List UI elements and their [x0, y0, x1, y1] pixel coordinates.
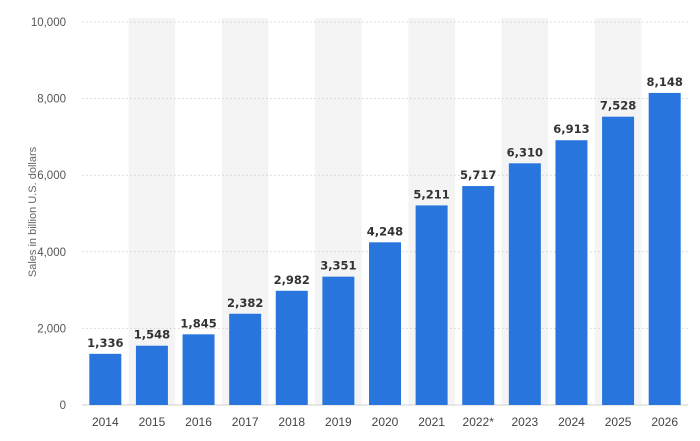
- bar: [602, 116, 635, 405]
- value-label: 1,336: [87, 336, 123, 350]
- y-tick-label: 2,000: [37, 323, 66, 335]
- value-label: 1,548: [134, 328, 170, 342]
- value-label: 1,845: [180, 316, 216, 330]
- y-axis-title: Sales in billion U.S. dollars: [27, 146, 39, 277]
- x-tick-label: 2017: [232, 415, 259, 429]
- y-tick-label: 0: [60, 400, 66, 412]
- value-label: 2,382: [227, 296, 263, 310]
- bar: [322, 276, 355, 405]
- bar: [415, 205, 448, 405]
- y-axis: 0 2,000 4,000 6,000 8,000 10,000: [31, 17, 66, 412]
- value-labels: 1,336 1,548 1,845 2,382 2,982 3,351 4,248 5,211…: [87, 75, 683, 350]
- x-tick-label: 2016: [185, 415, 212, 429]
- value-label: 5,717: [460, 168, 496, 182]
- bar: [462, 186, 495, 405]
- value-label: 6,913: [553, 122, 589, 136]
- y-tick-label: 8,000: [37, 94, 66, 106]
- value-label: 5,211: [413, 187, 449, 201]
- x-tick-label: 2019: [325, 415, 352, 429]
- x-tick-label: 2026: [651, 415, 678, 429]
- x-tick-label: 2024: [558, 415, 585, 429]
- column-band: [128, 18, 176, 405]
- x-axis: 2014 2015 2016 2017 2018 2019 2020 2021 2022* 202…: [92, 415, 678, 429]
- value-label: 4,248: [367, 224, 403, 238]
- bar: [229, 313, 262, 405]
- x-tick-label: 2023: [511, 415, 538, 429]
- y-tick-label: 4,000: [37, 247, 66, 259]
- x-tick-label: 2021: [418, 415, 445, 429]
- x-tick-label: 2018: [278, 415, 305, 429]
- y-tick-label: 6,000: [37, 170, 66, 182]
- x-tick-label: 2014: [92, 415, 119, 429]
- value-label: 3,351: [320, 259, 356, 273]
- value-label: 2,982: [274, 273, 310, 287]
- bar: [648, 92, 681, 405]
- bar: [369, 242, 401, 405]
- bar: [135, 345, 168, 405]
- bar: [508, 163, 541, 405]
- value-label: 6,310: [507, 145, 543, 159]
- bar: [275, 290, 308, 405]
- value-label: 8,148: [646, 75, 682, 89]
- bar: [555, 140, 588, 405]
- y-tick-label: 10,000: [31, 17, 66, 29]
- x-tick-label: 2015: [139, 415, 166, 429]
- bars: [89, 92, 681, 405]
- x-tick-label: 2022*: [463, 415, 495, 429]
- value-label: 7,528: [600, 99, 636, 113]
- x-tick-label: 2020: [372, 415, 399, 429]
- bar: [89, 353, 122, 405]
- bar: [182, 334, 215, 405]
- x-tick-label: 2025: [605, 415, 632, 429]
